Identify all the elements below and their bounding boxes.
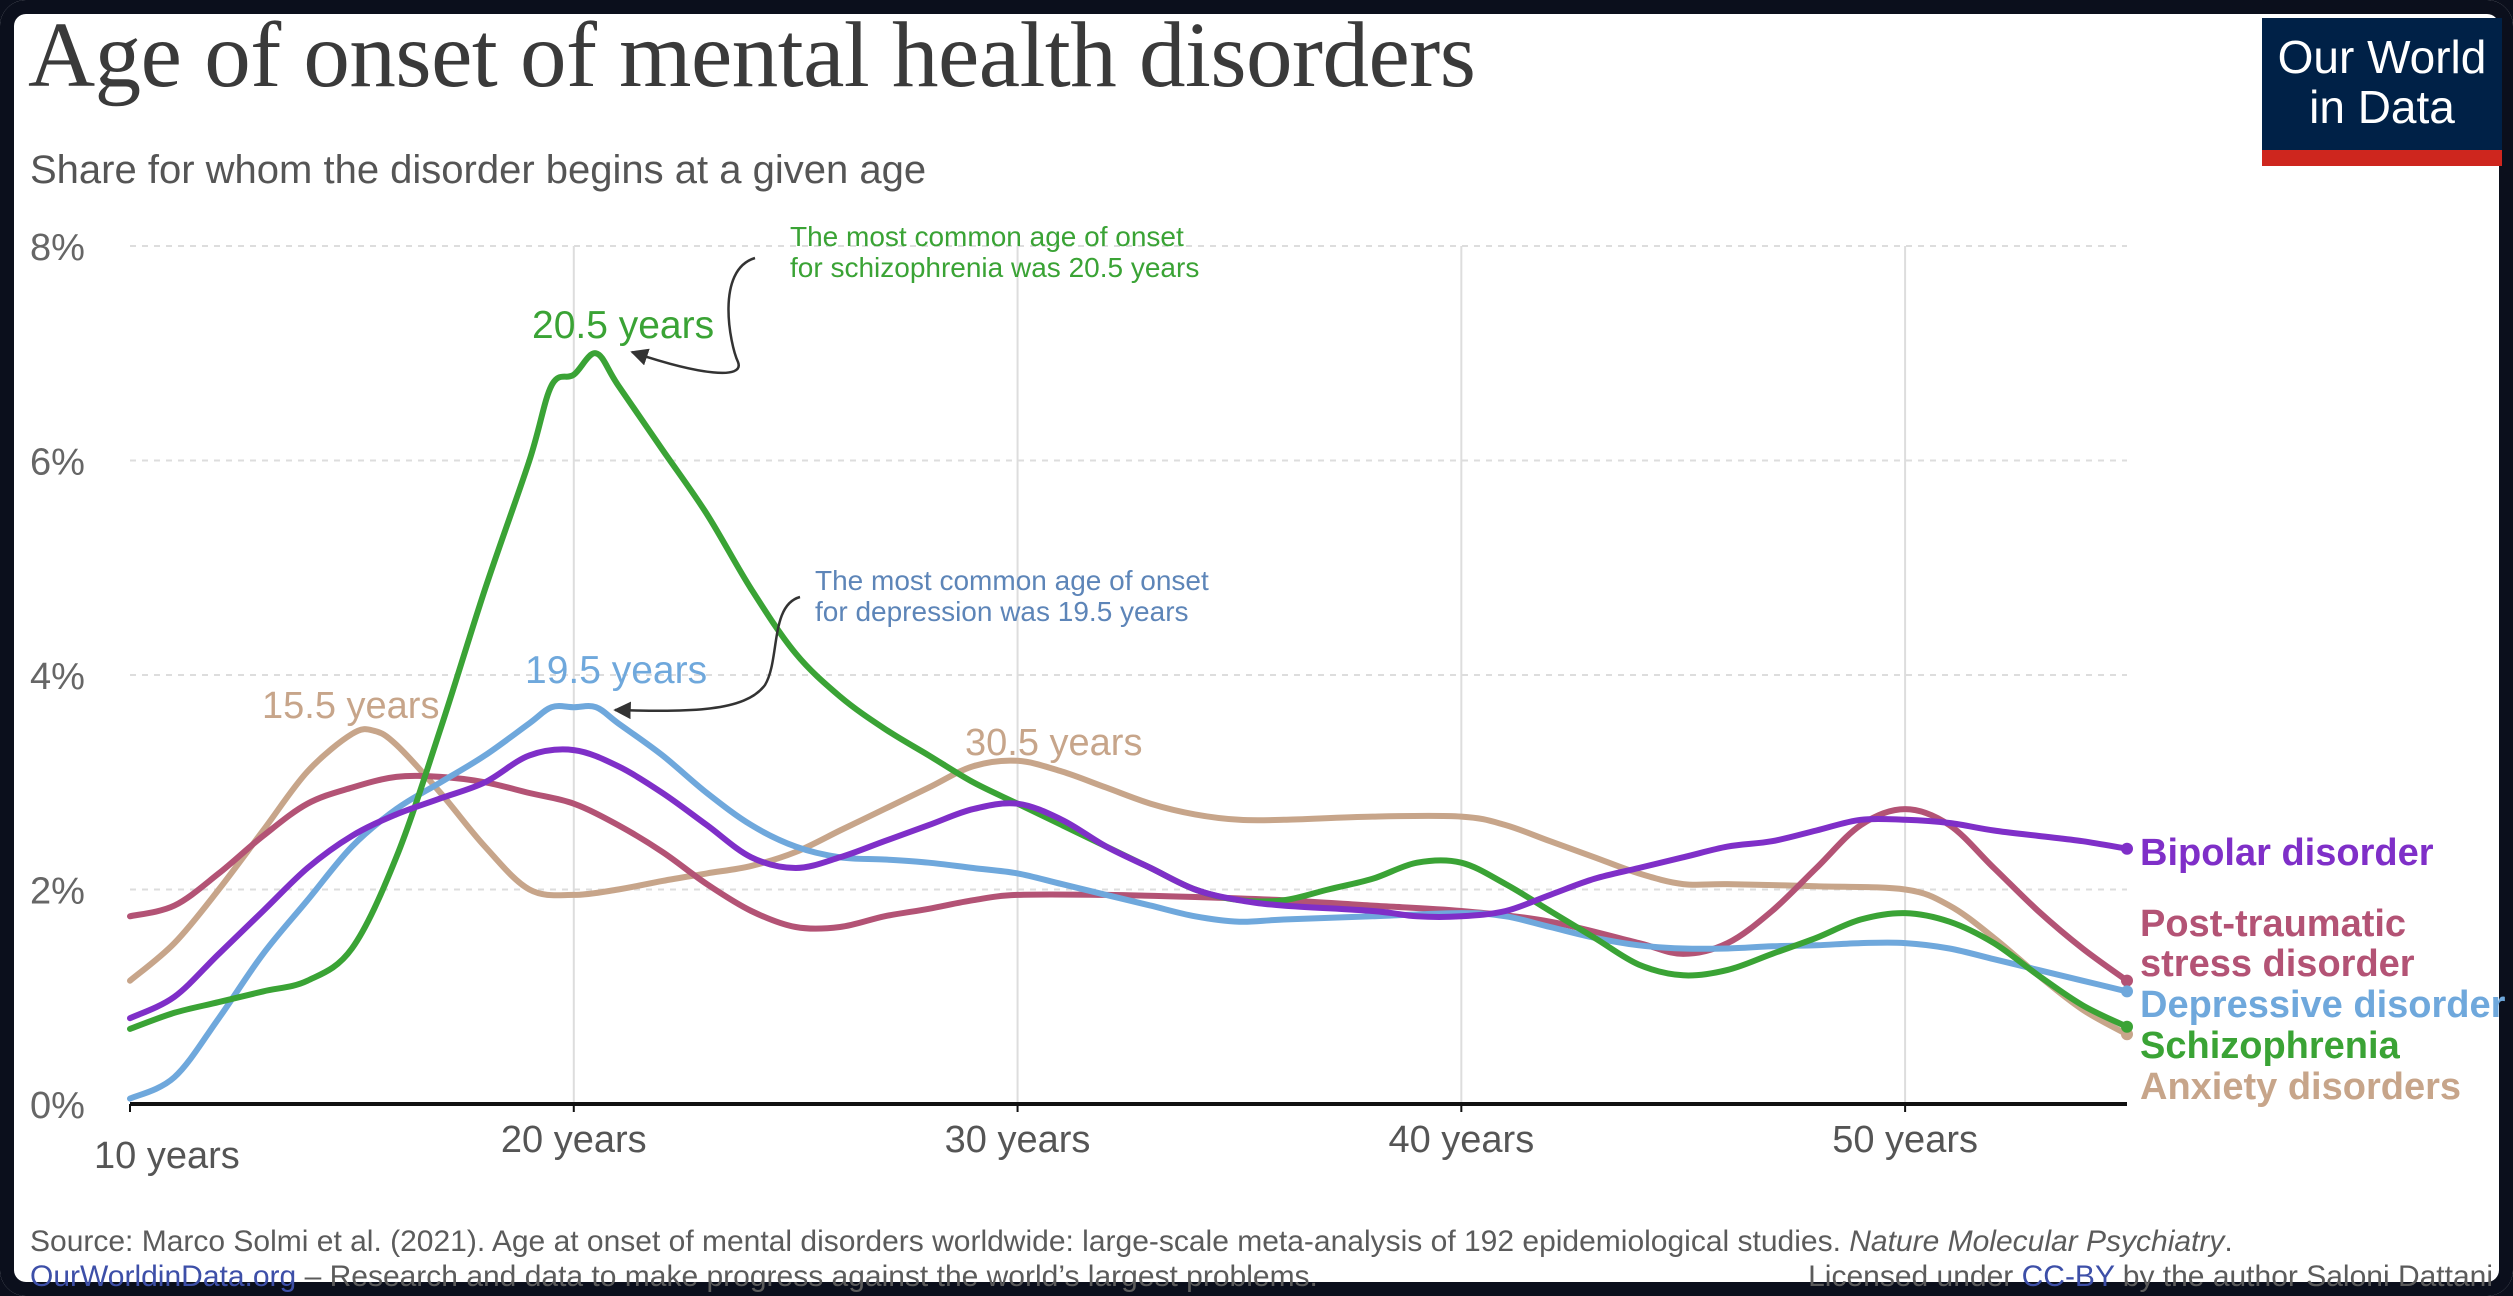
series-end-marker-post-traumatic-stress-disorder — [2121, 974, 2133, 987]
peak-value-label: 19.5 years — [525, 649, 707, 692]
series-line-anxiety-disorders — [127, 726, 2130, 1038]
y-tick-label: 4% — [30, 656, 85, 698]
x-tick-label: 20 years — [501, 1119, 647, 1161]
annotation-text: for schizophrenia was 20.5 years — [790, 252, 1199, 283]
chart-subtitle: Share for whom the disorder begins at a … — [30, 148, 927, 192]
x-tick-label: 50 years — [1832, 1119, 1978, 1161]
annotation-text: The most common age of onset — [815, 565, 1209, 596]
license-link[interactable]: CC-BY — [2021, 1260, 2115, 1293]
y-tick-label: 2% — [30, 871, 85, 913]
series-end-marker-schizophrenia — [2121, 1020, 2133, 1033]
site-note: OurWorldinData.org – Research and data t… — [30, 1260, 1318, 1294]
peak-value-label: 30.5 years — [965, 722, 1142, 764]
y-tick-label: 6% — [30, 442, 85, 484]
series-label: Depressive disorder — [2140, 984, 2506, 1026]
y-tick-label: 0% — [30, 1085, 85, 1127]
source-suffix: . — [2224, 1225, 2233, 1258]
source-note: Source: Marco Solmi et al. (2021). Age a… — [30, 1225, 2233, 1259]
series-end-marker-bipolar-disorder — [2121, 842, 2133, 855]
annotation-arrow-schizophrenia — [630, 256, 756, 375]
page-title: Age of onset of mental health disorders — [28, 4, 1476, 107]
annotation-text: for depression was 19.5 years — [815, 596, 1189, 627]
series-line-schizophrenia — [127, 350, 2130, 1032]
annotation-arrow-depression — [613, 595, 801, 720]
license-suffix: by the author Saloni Dattani — [2114, 1260, 2493, 1293]
peak-value-label: 15.5 years — [262, 685, 439, 727]
site-link[interactable]: OurWorldinData.org — [30, 1260, 297, 1293]
license-note: Licensed under CC-BY by the author Salon… — [1808, 1260, 2493, 1294]
x-tick-label: 30 years — [945, 1119, 1091, 1161]
series-label: Schizophrenia — [2140, 1025, 2401, 1067]
series-label: Bipolar disorder — [2140, 832, 2434, 874]
x-tick-label: 40 years — [1388, 1119, 1534, 1161]
series-end-marker-depressive-disorder — [2121, 985, 2133, 998]
owid-logo[interactable]: Our World in Data — [2262, 18, 2502, 166]
series-label: stress disorder — [2140, 943, 2415, 985]
peak-value-label: 20.5 years — [532, 304, 714, 347]
series-label: Post-traumatic — [2140, 903, 2406, 945]
series-label: Anxiety disorders — [2140, 1066, 2461, 1108]
site-tagline: – Research and data to make progress aga… — [296, 1260, 1318, 1293]
source-journal: Nature Molecular Psychiatry — [1849, 1225, 2225, 1258]
logo-line-2: in Data — [2309, 81, 2455, 133]
series-line-bipolar-disorder — [127, 746, 2130, 1022]
y-tick-label: 8% — [30, 227, 85, 269]
annotation-text: The most common age of onset — [790, 221, 1184, 252]
logo-line-1: Our World — [2277, 31, 2487, 83]
license-prefix: Licensed under — [1808, 1260, 2022, 1293]
source-text: Source: Marco Solmi et al. (2021). Age a… — [30, 1225, 1850, 1258]
x-tick-label: 10 years — [94, 1135, 240, 1177]
line-chart: 0% 2% 4% 6% 8% 10 years 20 years 30 years 40 yea… — [30, 221, 2506, 1177]
series-line-post-traumatic-stress-disorder — [127, 772, 2130, 984]
